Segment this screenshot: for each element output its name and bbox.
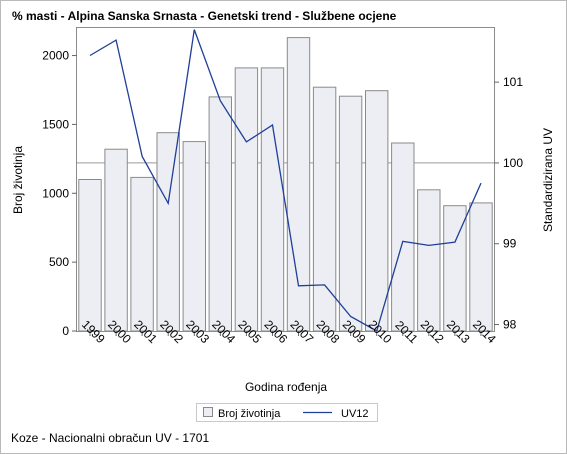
y-tick-label-1500: 1500 [42, 117, 69, 131]
bar-2004 [208, 96, 233, 332]
bar-1999 [78, 179, 102, 332]
y-tick-label-1000: 1000 [42, 186, 69, 200]
legend-bar-swatch [203, 407, 213, 417]
x-axis-label: Godina rođenja [245, 380, 327, 394]
footnote: Koze - Nacionalni obračun UV - 1701 [11, 431, 210, 445]
y-tick-label-500: 500 [49, 255, 69, 269]
bar-2002 [156, 132, 180, 332]
bar-2009 [338, 95, 363, 332]
chart-title: % masti - Alpina Sanska Srnasta - Genets… [12, 9, 397, 23]
y-tick-label-0: 0 [62, 324, 69, 338]
y2-tick-label-98: 98 [503, 318, 517, 332]
legend-line-label: UV12 [341, 408, 369, 420]
bar-2006 [260, 67, 285, 332]
legend-bar-label: Broj životinja [218, 408, 281, 420]
y2-tick-label-100: 100 [503, 156, 523, 170]
legend-border [196, 403, 378, 422]
y2-tick-label-101: 101 [503, 75, 523, 89]
y-tick-label-2000: 2000 [42, 49, 69, 63]
bar-2005 [234, 67, 259, 332]
plot-area [76, 27, 495, 332]
bar-2010 [365, 90, 389, 332]
bar-2000 [104, 148, 128, 332]
bar-2003 [182, 141, 207, 332]
x-tick-label-2011: 2011 [392, 318, 420, 346]
bar-2012 [417, 189, 441, 332]
legend: Broj životinja UV12 [196, 403, 378, 422]
line-uv12 [89, 29, 482, 332]
bar-2001 [130, 176, 154, 332]
bar-2007 [286, 37, 311, 332]
y-axis-label: Broj životinja [11, 146, 25, 214]
y2-axis-label: Standardizirana UV [541, 128, 555, 232]
bar-2014 [469, 202, 493, 332]
y2-tick-label-99: 99 [503, 237, 517, 251]
bar-2011 [391, 142, 415, 332]
